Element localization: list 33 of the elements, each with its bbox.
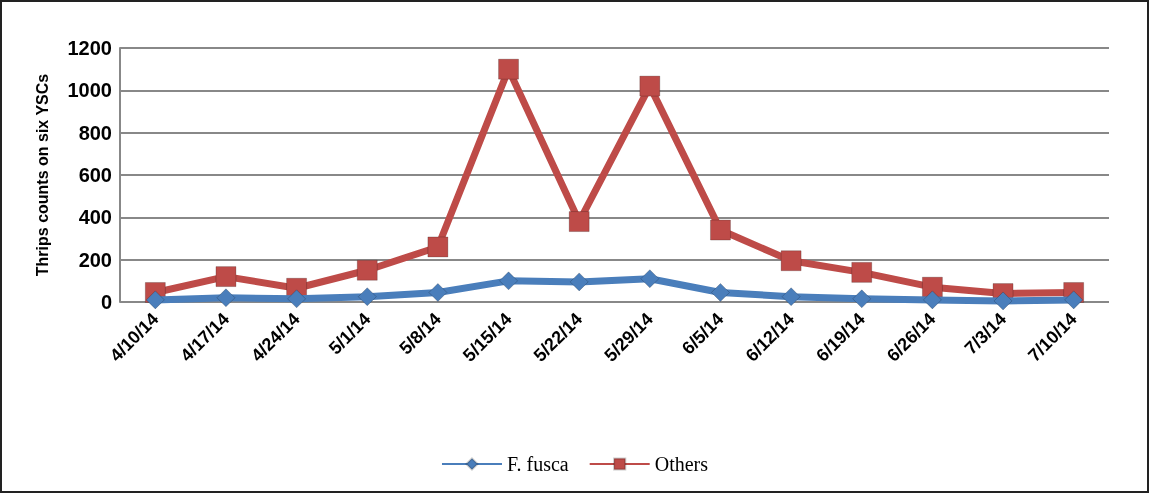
y-tick-label: 600: [78, 164, 112, 186]
point: [852, 289, 872, 309]
y-tick-label: 400: [78, 206, 112, 229]
point: [356, 259, 378, 281]
y-tick-label: 1000: [67, 79, 112, 102]
point: [569, 272, 589, 292]
point: [710, 282, 730, 302]
legend-label: Others: [654, 453, 709, 475]
point: [1064, 290, 1084, 310]
point: [709, 219, 731, 241]
point: [568, 211, 590, 233]
y-tick-label: 800: [78, 121, 112, 144]
point: [145, 290, 165, 310]
y-tick-label: 0: [100, 291, 112, 313]
point: [287, 289, 307, 309]
point: [215, 266, 237, 288]
point: [427, 236, 449, 258]
point: [851, 261, 873, 283]
point: [639, 75, 661, 97]
y-axis-title: Thrips counts on six YSCs: [33, 73, 51, 277]
point: [781, 287, 801, 307]
point: [499, 271, 519, 291]
point: [780, 250, 802, 272]
point: [357, 287, 377, 307]
point: [428, 282, 448, 302]
point: [498, 58, 520, 80]
point: [640, 269, 660, 289]
y-tick-label: 200: [78, 248, 112, 271]
point: [922, 290, 942, 310]
legend-label: F. fusca: [506, 453, 569, 475]
point: [216, 288, 236, 308]
y-tick-label: 1200: [67, 37, 112, 59]
point: [993, 291, 1013, 311]
